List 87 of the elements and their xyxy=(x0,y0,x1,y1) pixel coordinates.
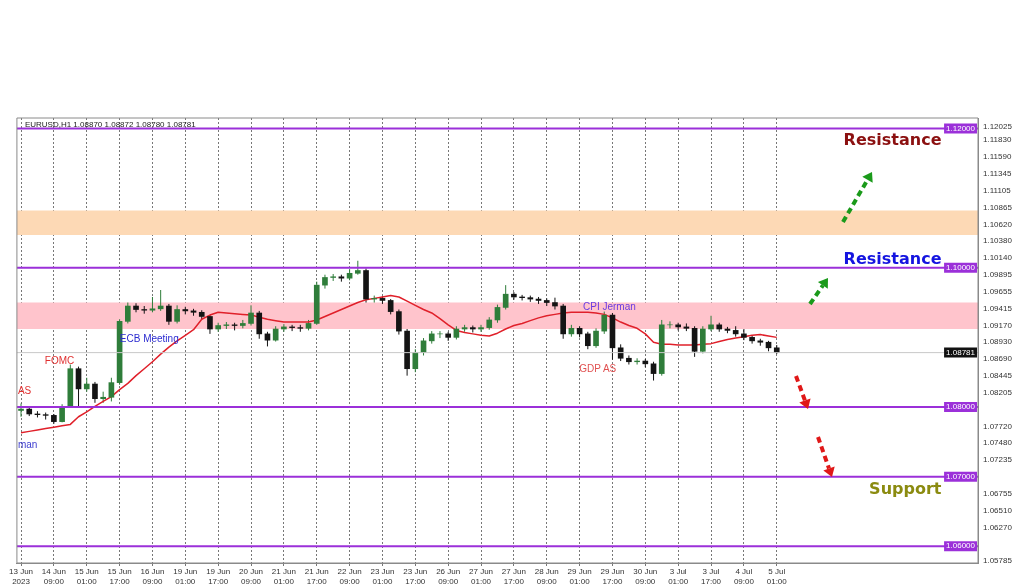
y-tick-label: 1.07480 xyxy=(983,438,1013,448)
y-tick-label: 1.09895 xyxy=(983,270,1013,280)
ref-line-label: 1.08781 xyxy=(946,347,976,357)
y-tick-label: 1.08205 xyxy=(983,387,1013,397)
y-tick-label: 1.05785 xyxy=(983,556,1013,566)
x-tick-label: 26 Jun 09:00 xyxy=(436,567,461,586)
candlestick xyxy=(593,327,599,349)
x-tick-label: 14 Jun 09:00 xyxy=(41,567,66,586)
x-tick-label: 29 Jun 01:00 xyxy=(567,567,592,586)
x-tick-label: 28 Jun 09:00 xyxy=(534,567,559,586)
x-tick-label: 23 Jun 01:00 xyxy=(370,567,395,586)
candlestick xyxy=(157,289,164,312)
ref-line-label: 1.08000 xyxy=(946,402,976,412)
candlestick xyxy=(601,311,608,335)
x-tick-label: 30 Jun 09:00 xyxy=(633,567,658,586)
y-tick-label: 1.11345 xyxy=(983,169,1012,179)
candlestick xyxy=(92,381,98,404)
x-tick-label: 5 Jul 01:00 xyxy=(766,567,788,586)
annotation: man xyxy=(17,439,38,451)
candlestick xyxy=(502,284,509,311)
ref-line-label: 1.07000 xyxy=(946,471,976,481)
candlestick xyxy=(133,302,139,313)
candlestick xyxy=(18,403,24,418)
candlestick xyxy=(749,334,755,345)
annotation: Resistance xyxy=(843,129,942,149)
candlestick xyxy=(699,325,706,354)
candlestick xyxy=(108,377,115,402)
x-tick-label: 19 Jun 01:00 xyxy=(173,567,198,586)
x-tick-label: 16 Jun 09:00 xyxy=(140,567,165,586)
y-tick-label: 1.06755 xyxy=(983,488,1013,498)
x-tick-label: 22 Jun 09:00 xyxy=(337,567,362,586)
x-tick-label: 3 Jul 17:00 xyxy=(701,567,722,586)
x-tick-label: 27 Jun 17:00 xyxy=(501,567,526,586)
x-tick-label: 20 Jun 09:00 xyxy=(239,567,264,586)
y-tick-label: 1.09415 xyxy=(983,303,1013,313)
candlestick xyxy=(396,309,402,336)
candlestick xyxy=(626,354,632,366)
annotation: Support xyxy=(869,478,942,498)
x-tick-label: 15 Jun 01:00 xyxy=(74,567,99,586)
annotation: AS xyxy=(17,384,32,396)
annotation: Resistance xyxy=(843,249,942,269)
y-tick-label: 1.06270 xyxy=(983,522,1013,532)
y-tick-label: 1.06510 xyxy=(983,505,1013,515)
candlestick xyxy=(552,297,558,311)
candlestick xyxy=(124,302,131,324)
x-tick-label: 21 Jun 17:00 xyxy=(304,567,329,586)
ref-line-label: 1.06000 xyxy=(946,541,976,551)
annotation: FOMC xyxy=(44,355,75,367)
candlestick xyxy=(478,324,484,333)
candlestick xyxy=(248,304,254,327)
x-tick-label: 3 Jul 01:00 xyxy=(668,567,689,586)
y-tick-label: 1.07235 xyxy=(983,455,1013,465)
y-tick-label: 1.10620 xyxy=(983,219,1013,229)
y-tick-label: 1.11590 xyxy=(983,152,1012,162)
y-tick-label: 1.10380 xyxy=(983,236,1013,246)
x-tick-label: 19 Jun 17:00 xyxy=(206,567,231,586)
candlestick xyxy=(174,304,180,324)
y-tick-label: 1.07720 xyxy=(983,421,1013,431)
x-tick-label: 13 Jun 2023 xyxy=(9,567,34,586)
candlestick xyxy=(256,310,263,340)
x-tick-label: 23 Jun 17:00 xyxy=(403,567,428,586)
chart-title: EURUSD,H1 1.08870 1.08872 1.08780 1.08781 xyxy=(24,120,197,130)
ref-line-label: 1.10000 xyxy=(946,262,976,272)
y-tick-label: 1.09170 xyxy=(983,320,1013,330)
candlestick xyxy=(650,361,657,382)
y-tick-label: 1.10140 xyxy=(983,253,1013,263)
y-tick-label: 1.12025 xyxy=(983,121,1013,131)
annotation: GDP AS xyxy=(579,363,617,375)
x-tick-label: 15 Jun 17:00 xyxy=(107,567,132,586)
y-tick-label: 1.08690 xyxy=(983,354,1013,364)
y-tick-label: 1.09655 xyxy=(983,286,1013,296)
candlestick xyxy=(412,348,419,373)
x-tick-label: 27 Jun 01:00 xyxy=(469,567,494,586)
annotation: CPI Jerman xyxy=(583,300,636,312)
x-tick-label: 21 Jun 01:00 xyxy=(271,567,296,586)
candlestick xyxy=(741,328,747,341)
x-tick-label: 4 Jul 09:00 xyxy=(733,567,755,586)
candlestick xyxy=(691,325,698,358)
x-tick-label: 29 Jun 17:00 xyxy=(600,567,625,586)
y-tick-label: 1.08930 xyxy=(983,337,1013,347)
y-tick-label: 1.10865 xyxy=(983,202,1013,212)
candlestick xyxy=(166,303,172,326)
y-tick-label: 1.11830 xyxy=(983,135,1012,145)
y-tick-label: 1.11105 xyxy=(983,185,1012,195)
candlestick xyxy=(511,291,517,301)
ref-line-label: 1.12000 xyxy=(946,123,976,133)
y-tick-label: 1.08445 xyxy=(983,371,1013,381)
